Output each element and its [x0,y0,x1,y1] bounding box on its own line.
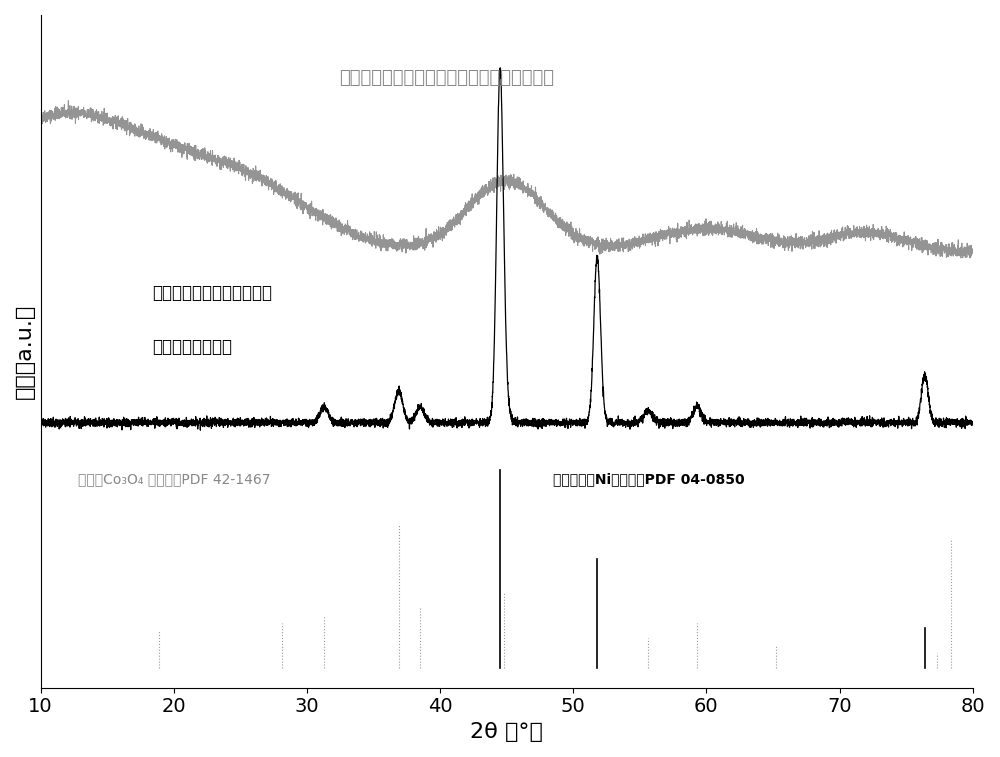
Text: 剂落的氮掃杂碗包裹的四氧化三魈纳米线粉体: 剂落的氮掃杂碗包裹的四氧化三魈纳米线粉体 [339,69,554,87]
Y-axis label: 强度（a.u.）: 强度（a.u.） [15,304,35,399]
Text: 浅色为Co₃O₄ 标准卡片PDF 42-1467: 浅色为Co₃O₄ 标准卡片PDF 42-1467 [78,472,270,487]
Text: 泡沫镶上生长氮掃杂碗包裹: 泡沫镶上生长氮掃杂碗包裹 [152,284,272,302]
Text: 黑色为金属Ni标准卡片PDF 04-0850: 黑色为金属Ni标准卡片PDF 04-0850 [553,472,745,487]
Text: 四氧化三魈纳米线: 四氧化三魈纳米线 [152,338,232,356]
X-axis label: 2θ （°）: 2θ （°） [470,722,543,742]
